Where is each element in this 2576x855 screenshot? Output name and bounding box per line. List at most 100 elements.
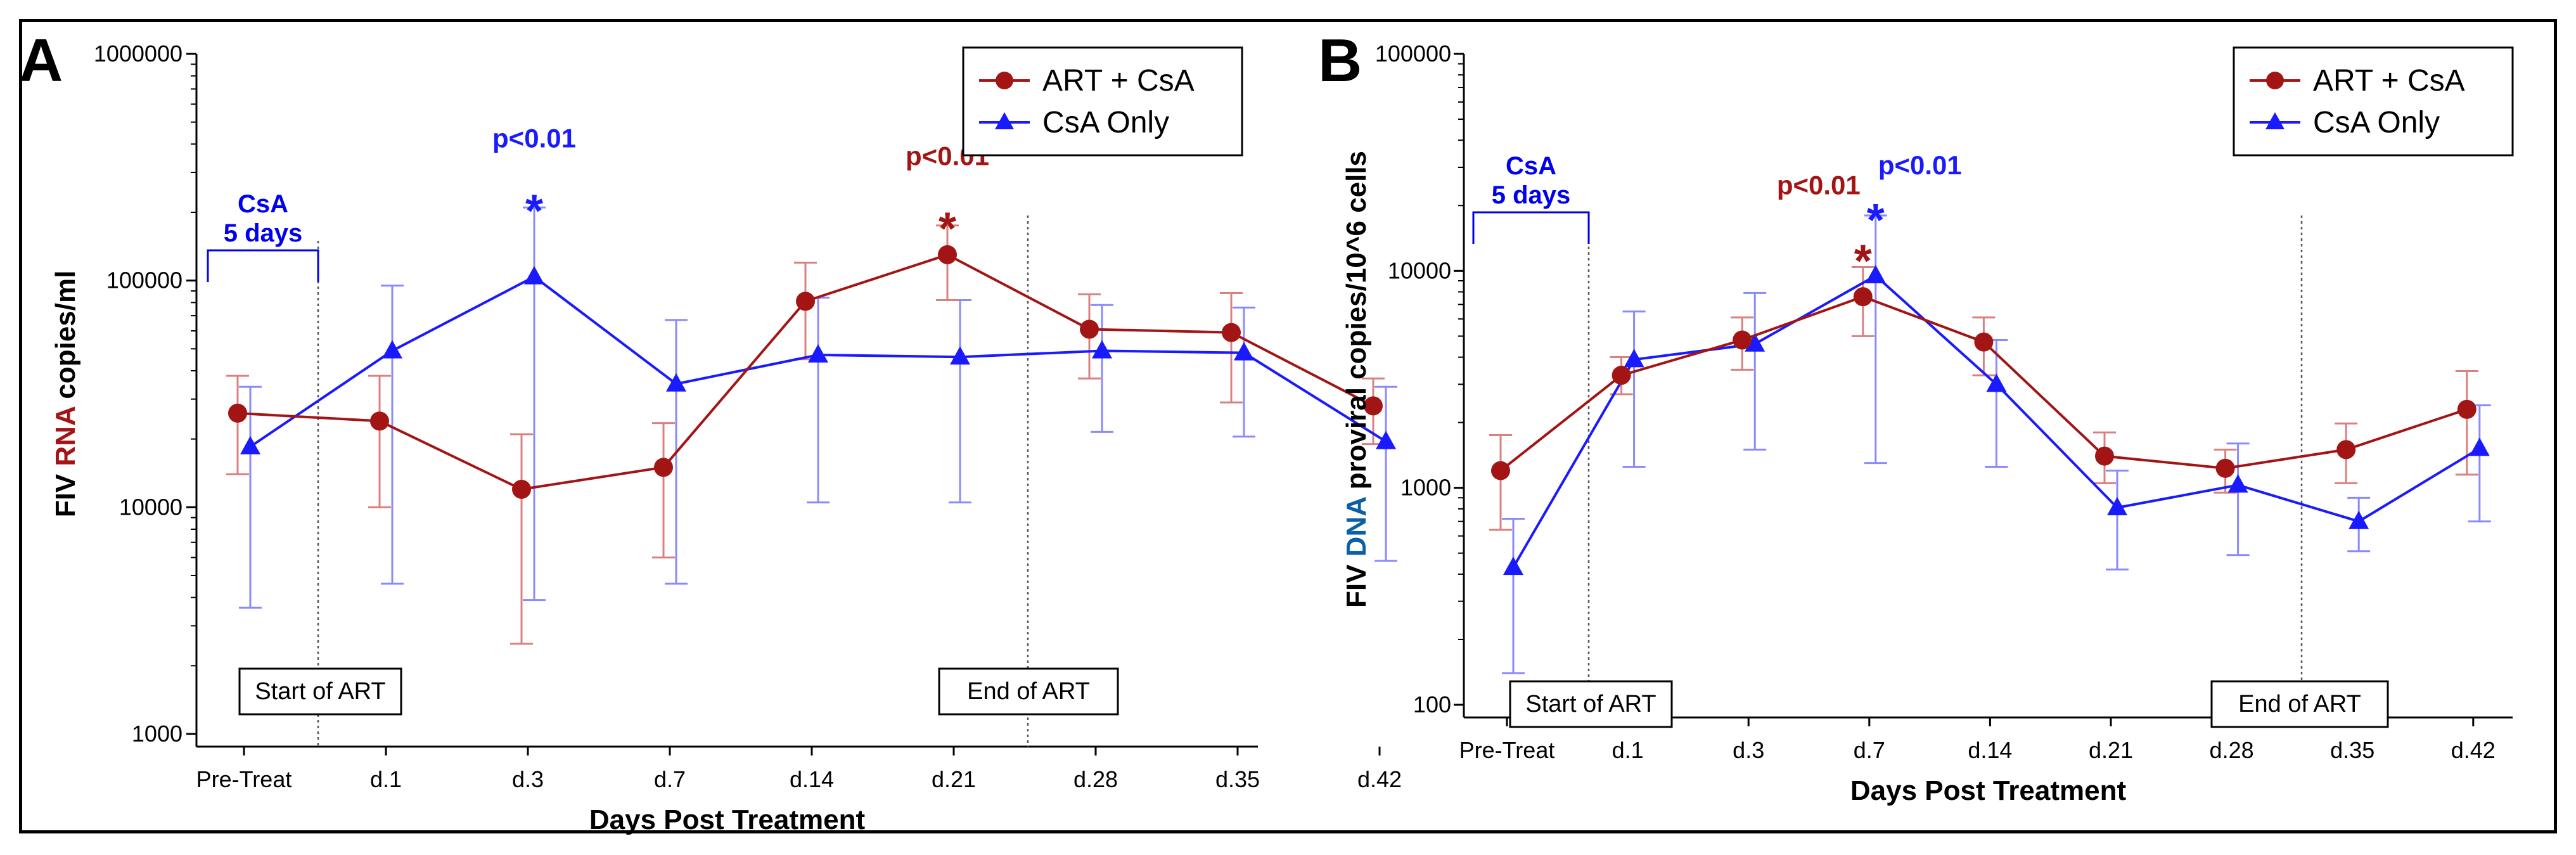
legend-label-csa-only: CsA Only <box>1042 106 1169 139</box>
y-tick-label: 100 <box>1413 691 1451 717</box>
legend-box <box>2233 46 2514 157</box>
data-point-csa-only <box>2349 510 2369 529</box>
x-tick-label: Pre-Treat <box>196 766 292 792</box>
x-axis-title: Days Post Treatment <box>589 804 866 835</box>
significance-star: * <box>1854 236 1872 287</box>
x-tick-label: d.1 <box>370 766 402 792</box>
x-tick-label: d.35 <box>2330 737 2374 763</box>
data-point-art-csa <box>2336 440 2356 460</box>
significance-label: p<0.01 <box>1878 150 1962 180</box>
x-tick-label: d.42 <box>1357 766 1402 792</box>
panel-letter: B <box>1318 27 1362 94</box>
y-tick-label: 100000 <box>1375 41 1451 67</box>
csa-label-line2: 5 days <box>1492 181 1571 209</box>
data-point-csa-only <box>808 344 828 363</box>
x-tick-label: Pre-Treat <box>1459 737 1555 763</box>
data-point-csa-only <box>666 373 686 392</box>
data-point-csa-only <box>1745 333 1765 352</box>
y-axis-title-prefix: FIV <box>1341 556 1372 608</box>
data-point-csa-only <box>524 266 544 285</box>
end-art-label: End of ART <box>2238 691 2361 717</box>
legend-label-art-csa: ART + CsA <box>2313 64 2465 98</box>
x-tick-label: d.7 <box>654 766 686 792</box>
data-point-csa-only <box>2227 474 2248 493</box>
legend-label-csa-only: CsA Only <box>2313 106 2440 139</box>
x-tick-label: d.28 <box>1073 766 1118 792</box>
y-axis-title: FIV DNA proviral copies/10^6 cells <box>1341 151 1372 608</box>
significance-star: * <box>1867 195 1885 246</box>
legend-label-art-csa: ART + CsA <box>1042 64 1195 98</box>
data-point-art-csa <box>1853 287 1873 307</box>
y-tick-label: 10000 <box>1388 257 1451 283</box>
y-axis-title: FIV RNA copies/ml <box>50 271 81 518</box>
x-tick-label: d.1 <box>1612 737 1644 763</box>
y-axis-title-highlight: DNA <box>1341 497 1372 557</box>
start-art-box <box>238 667 402 716</box>
x-tick-label: d.3 <box>1733 737 1764 763</box>
legend-box <box>962 46 1243 157</box>
x-tick-label: d.14 <box>1968 737 2012 763</box>
data-point-csa-only <box>1986 373 2007 392</box>
x-tick-label: d.21 <box>932 766 976 792</box>
y-tick-label: 1000000 <box>94 41 183 67</box>
data-point-art-csa <box>1491 461 1510 480</box>
data-point-art-csa <box>370 411 389 431</box>
y-tick-label: 10000 <box>119 494 183 520</box>
panel-b: B 100 1000 10000 100000 Pre-Treat d.1 d.3 d.7 d.1… <box>1318 27 2514 806</box>
x-tick-label: d.3 <box>512 766 544 792</box>
data-point-art-csa <box>1222 323 1241 342</box>
y-tick-label: 100000 <box>106 267 183 293</box>
data-point-csa-only <box>1234 342 1254 361</box>
csa-label-line1: CsA <box>238 190 288 218</box>
start-art-label: Start of ART <box>1525 691 1656 717</box>
data-point-art-csa <box>2457 399 2477 419</box>
data-point-art-csa <box>2095 446 2114 466</box>
x-tick-label: d.35 <box>1215 766 1260 792</box>
data-point-csa-only <box>2469 437 2490 456</box>
data-point-csa-only <box>2107 496 2127 515</box>
y-axis-title-suffix: copies/ml <box>50 271 81 407</box>
start-art-box <box>1509 680 1673 728</box>
data-point-csa-only <box>1624 349 1644 368</box>
significance-label: p<0.01 <box>492 123 576 153</box>
start-art-label: Start of ART <box>255 678 385 705</box>
data-point-art-csa <box>654 458 673 477</box>
panel-letter: A <box>19 27 63 94</box>
legend-marker-csa-only <box>2265 112 2284 129</box>
legend-marker-csa-only <box>995 112 1014 129</box>
y-tick-label: 1000 <box>132 721 183 747</box>
csa-bracket <box>207 249 319 282</box>
data-point-csa-only <box>1092 340 1112 359</box>
data-point-art-csa <box>228 403 247 423</box>
data-point-art-csa <box>1080 319 1099 339</box>
significance-label: p<0.01 <box>1777 170 1861 200</box>
data-point-csa-only <box>1376 430 1396 449</box>
y-axis-title-prefix: FIV <box>50 466 81 518</box>
panel-a: A 1000 10000 100000 1000000 Pre-Treat d.1 d.3 d.… <box>19 27 1402 835</box>
csa-label-line1: CsA <box>1506 152 1556 180</box>
csa-bracket <box>1472 211 1590 244</box>
data-point-art-csa <box>1733 330 1752 350</box>
end-art-label: End of ART <box>967 678 1090 705</box>
x-tick-label: d.28 <box>2210 737 2254 763</box>
data-point-csa-only <box>1865 264 1886 283</box>
data-point-art-csa <box>1974 332 1994 352</box>
data-point-csa-only <box>240 435 260 454</box>
end-art-box <box>938 667 1119 716</box>
x-tick-label: d.7 <box>1854 737 1885 763</box>
x-tick-label: d.21 <box>2089 737 2133 763</box>
y-axis-title-suffix: proviral copies/10^6 cells <box>1341 151 1372 498</box>
data-point-art-csa <box>512 480 531 499</box>
end-art-box <box>2210 680 2389 728</box>
data-point-art-csa <box>1612 366 1631 385</box>
x-tick-label: d.42 <box>2451 737 2496 763</box>
x-axis-title: Days Post Treatment <box>1850 775 2127 806</box>
y-tick-label: 1000 <box>1400 475 1451 501</box>
data-point-art-csa <box>796 292 815 311</box>
data-point-csa-only <box>1503 556 1523 575</box>
data-point-art-csa <box>1364 396 1383 416</box>
data-point-art-csa <box>938 245 957 264</box>
data-point-csa-only <box>950 346 970 365</box>
significance-star: * <box>939 204 956 255</box>
csa-label-line2: 5 days <box>224 219 303 247</box>
